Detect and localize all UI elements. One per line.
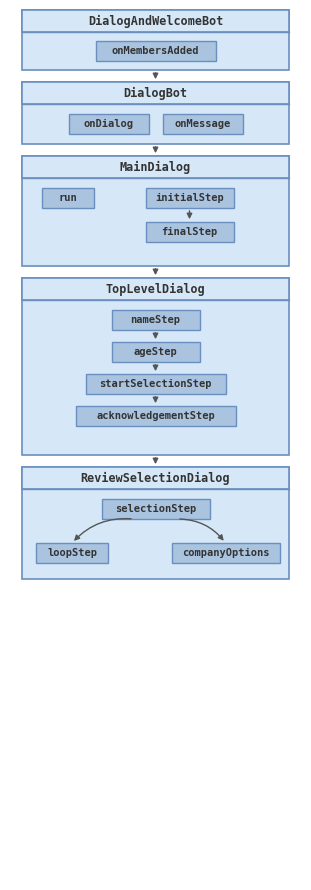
Text: loopStep: loopStep	[47, 548, 97, 558]
Text: MainDialog: MainDialog	[120, 160, 191, 174]
Bar	[22, 467, 289, 489]
Bar	[22, 82, 289, 144]
Text: startSelectionStep: startSelectionStep	[99, 379, 212, 389]
Text: companyOptions: companyOptions	[182, 548, 269, 558]
Bar	[163, 114, 243, 134]
Bar	[101, 499, 210, 519]
FancyArrowPatch shape	[180, 519, 223, 539]
Text: ageStep: ageStep	[134, 347, 177, 357]
Text: TopLevelDialog: TopLevelDialog	[106, 282, 205, 295]
Text: finalStep: finalStep	[161, 227, 218, 237]
Text: DialogBot: DialogBot	[123, 86, 188, 100]
Text: onMessage: onMessage	[174, 119, 231, 129]
Bar	[36, 543, 108, 563]
FancyArrowPatch shape	[75, 519, 131, 540]
Bar	[22, 278, 289, 300]
Bar	[146, 222, 234, 242]
Bar	[22, 10, 289, 70]
Text: ReviewSelectionDialog: ReviewSelectionDialog	[81, 472, 230, 484]
Bar	[22, 156, 289, 178]
Text: DialogAndWelcomeBot: DialogAndWelcomeBot	[88, 14, 223, 28]
Bar	[42, 188, 94, 208]
Bar	[146, 188, 234, 208]
Text: selectionStep: selectionStep	[115, 504, 196, 514]
Text: acknowledgementStep: acknowledgementStep	[96, 411, 215, 421]
Bar	[22, 467, 289, 579]
Bar	[171, 543, 280, 563]
Bar	[86, 374, 225, 394]
Text: onMembersAdded: onMembersAdded	[112, 46, 199, 56]
Bar	[22, 82, 289, 104]
Bar	[112, 342, 199, 362]
Bar	[76, 406, 235, 426]
Bar	[22, 278, 289, 455]
Text: initialStep: initialStep	[155, 193, 224, 203]
Text: onDialog: onDialog	[83, 119, 133, 129]
Bar	[22, 10, 289, 32]
Bar	[112, 310, 199, 330]
Text: run: run	[59, 193, 77, 203]
Bar	[95, 41, 216, 61]
Bar	[22, 156, 289, 266]
Bar	[68, 114, 148, 134]
Text: nameStep: nameStep	[131, 315, 180, 325]
